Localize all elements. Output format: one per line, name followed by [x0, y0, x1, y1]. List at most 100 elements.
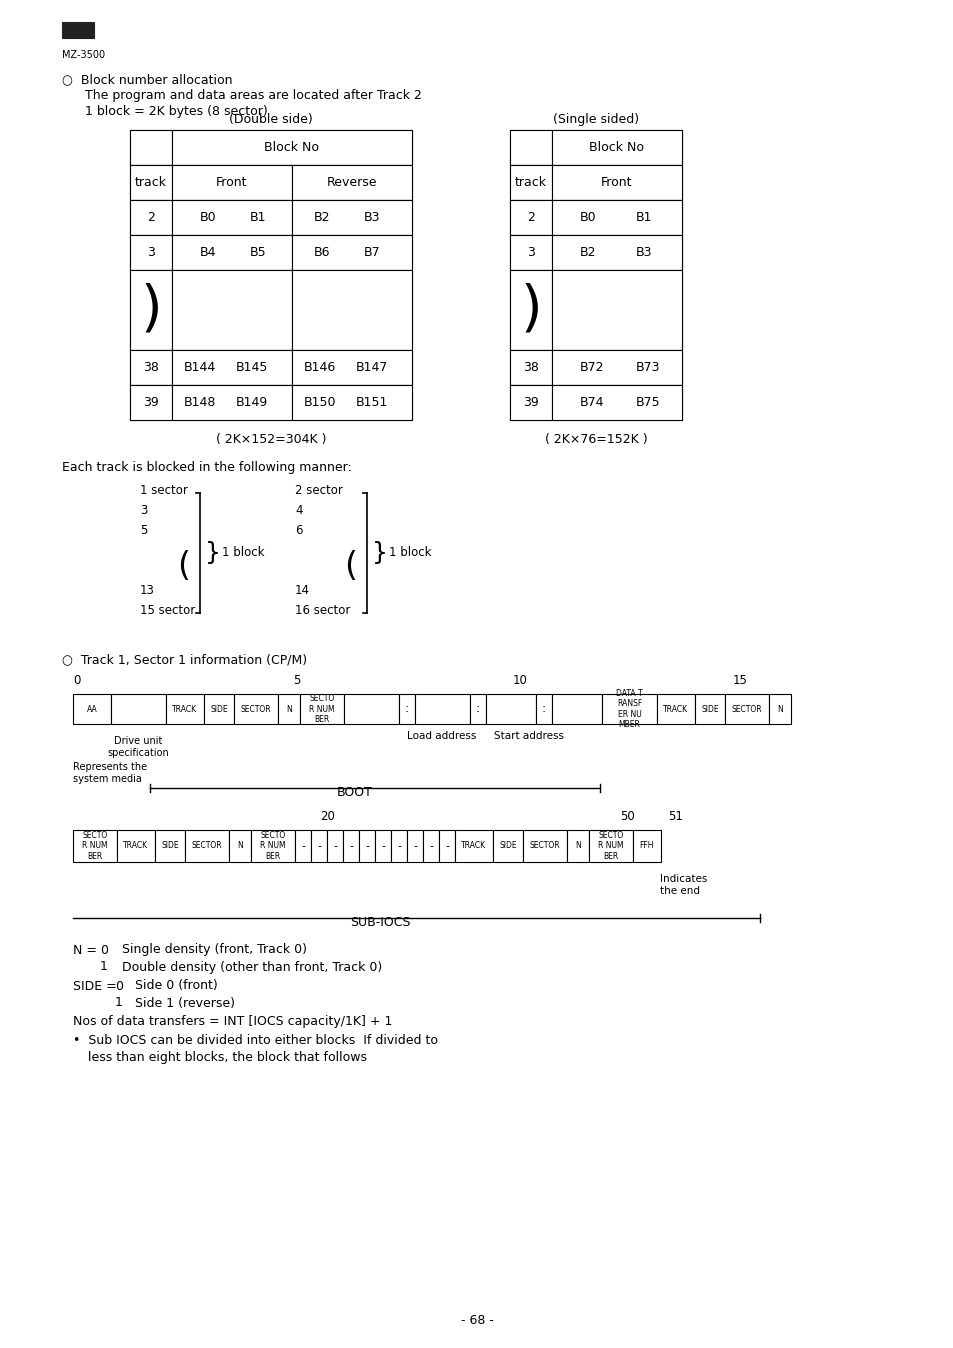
- Text: (Single sided): (Single sided): [553, 113, 639, 127]
- Text: SUB-IOCS: SUB-IOCS: [350, 915, 410, 929]
- Text: SECTOR: SECTOR: [529, 841, 559, 851]
- Text: DATA T
RANSF
ER NU
MBER: DATA T RANSF ER NU MBER: [616, 689, 642, 729]
- Bar: [633, 830, 660, 861]
- Text: TRACK: TRACK: [172, 705, 197, 713]
- Text: B72: B72: [579, 361, 604, 373]
- Bar: [292, 270, 412, 350]
- Text: Reverse: Reverse: [327, 177, 376, 189]
- Text: Each track is blocked in the following manner:: Each track is blocked in the following m…: [62, 461, 352, 474]
- Text: 39: 39: [143, 396, 159, 408]
- Text: 1 block: 1 block: [389, 546, 431, 559]
- Text: 1 block = 2K bytes (8 sector): 1 block = 2K bytes (8 sector): [85, 105, 268, 119]
- Text: 5: 5: [293, 674, 300, 686]
- Text: 5: 5: [140, 523, 147, 537]
- Text: B4: B4: [200, 245, 216, 259]
- Bar: [73, 830, 117, 861]
- Text: -: -: [333, 841, 336, 851]
- Bar: [391, 830, 407, 861]
- Text: SIDE =: SIDE =: [73, 980, 116, 992]
- Bar: [117, 830, 154, 861]
- Text: 3: 3: [140, 504, 147, 516]
- Bar: [130, 270, 172, 350]
- Text: -: -: [429, 841, 433, 851]
- Text: 15: 15: [732, 674, 747, 686]
- Text: •  Sub IOCS can be divided into either blocks  If divided to: • Sub IOCS can be divided into either bl…: [73, 1034, 437, 1046]
- Bar: [510, 129, 681, 164]
- Text: B144: B144: [184, 361, 216, 373]
- Text: B0: B0: [200, 212, 216, 224]
- Text: 14: 14: [294, 584, 310, 597]
- Text: Single density (front, Track 0): Single density (front, Track 0): [122, 944, 307, 957]
- Text: }: }: [205, 541, 221, 565]
- Text: ○  Block number allocation: ○ Block number allocation: [62, 74, 233, 86]
- Bar: [552, 200, 681, 235]
- Bar: [510, 235, 552, 270]
- Bar: [130, 235, 412, 270]
- Text: N: N: [286, 705, 292, 713]
- Text: TRACK: TRACK: [461, 841, 486, 851]
- Text: SIDE: SIDE: [161, 841, 178, 851]
- Text: B150: B150: [304, 396, 336, 408]
- Bar: [172, 350, 292, 386]
- Bar: [601, 694, 657, 724]
- Text: -: -: [380, 841, 385, 851]
- Bar: [510, 200, 552, 235]
- Bar: [111, 694, 166, 724]
- Bar: [292, 235, 412, 270]
- Bar: [204, 694, 233, 724]
- Text: B74: B74: [579, 396, 604, 408]
- Bar: [485, 694, 536, 724]
- Text: ): ): [340, 545, 354, 578]
- Bar: [292, 386, 412, 421]
- Text: AA: AA: [87, 705, 97, 713]
- Bar: [510, 350, 681, 386]
- Text: 2 sector: 2 sector: [294, 484, 342, 496]
- Bar: [292, 350, 412, 386]
- Bar: [130, 129, 412, 164]
- Bar: [455, 830, 493, 861]
- Bar: [130, 164, 412, 200]
- Text: Load address: Load address: [407, 731, 476, 741]
- Bar: [130, 129, 172, 164]
- Text: SIDE: SIDE: [498, 841, 517, 851]
- Bar: [470, 694, 485, 724]
- Text: 4: 4: [294, 504, 302, 516]
- Text: SECTO
R NUM
BER: SECTO R NUM BER: [82, 832, 108, 861]
- Text: -: -: [444, 841, 449, 851]
- Text: 1 block: 1 block: [222, 546, 264, 559]
- Bar: [166, 694, 204, 724]
- Bar: [510, 164, 552, 200]
- Text: B145: B145: [235, 361, 268, 373]
- Text: 38: 38: [143, 361, 159, 373]
- Bar: [493, 830, 522, 861]
- Bar: [552, 129, 681, 164]
- Text: B73: B73: [636, 361, 659, 373]
- Text: ○  Track 1, Sector 1 information (CP/M): ○ Track 1, Sector 1 information (CP/M): [62, 654, 307, 666]
- Text: 1: 1: [100, 961, 108, 973]
- Bar: [552, 235, 681, 270]
- Text: less than eight blocks, the block that follows: less than eight blocks, the block that f…: [88, 1050, 367, 1064]
- Text: Front: Front: [600, 177, 632, 189]
- Bar: [299, 694, 344, 724]
- Text: Double density (other than front, Track 0): Double density (other than front, Track …: [122, 961, 382, 973]
- Bar: [130, 164, 172, 200]
- Text: N =: N =: [73, 944, 97, 957]
- Bar: [510, 200, 681, 235]
- Bar: [422, 830, 438, 861]
- Text: 0: 0: [115, 980, 123, 992]
- Text: B146: B146: [304, 361, 335, 373]
- Text: BOOT: BOOT: [336, 786, 373, 798]
- Text: 20: 20: [319, 810, 335, 822]
- Bar: [172, 200, 292, 235]
- Text: Represents the
system media: Represents the system media: [73, 762, 147, 783]
- Text: 0: 0: [73, 674, 80, 686]
- Bar: [172, 129, 412, 164]
- Bar: [229, 830, 251, 861]
- Text: The program and data areas are located after Track 2: The program and data areas are located a…: [85, 89, 421, 102]
- Text: SECTOR: SECTOR: [240, 705, 271, 713]
- Bar: [438, 830, 455, 861]
- Text: :: :: [404, 702, 409, 716]
- Text: SECTOR: SECTOR: [731, 705, 761, 713]
- Bar: [510, 270, 552, 350]
- Bar: [130, 235, 172, 270]
